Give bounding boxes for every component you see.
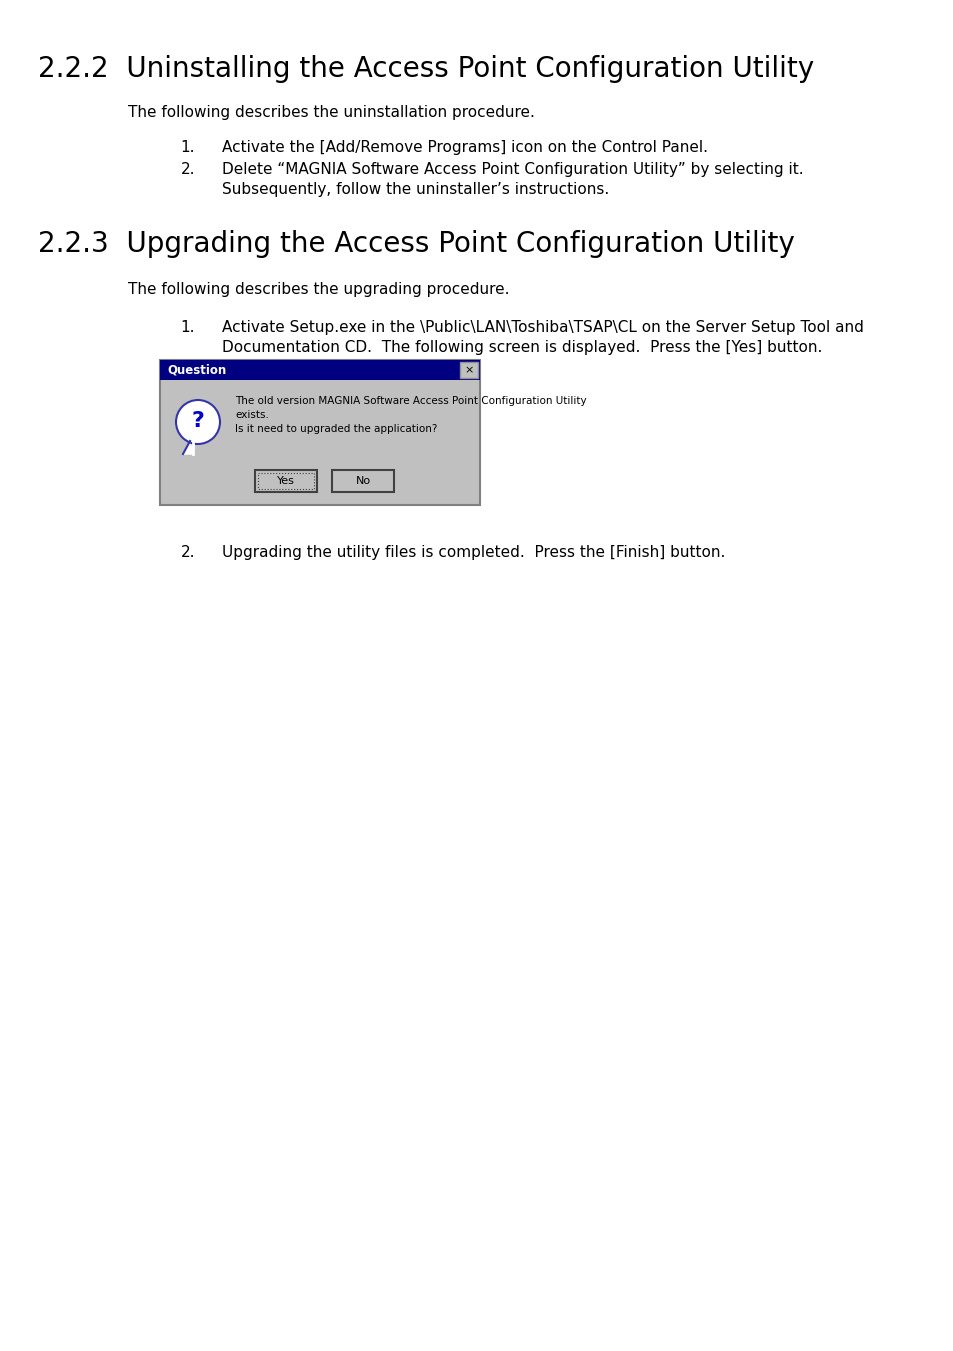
Bar xyxy=(257,473,314,489)
Text: Delete “MAGNIA Software Access Point Configuration Utility” by selecting it.: Delete “MAGNIA Software Access Point Con… xyxy=(222,162,802,177)
Text: Activate the [Add/Remove Programs] icon on the Control Panel.: Activate the [Add/Remove Programs] icon … xyxy=(222,141,707,155)
Text: ×: × xyxy=(464,365,474,376)
Text: 2.: 2. xyxy=(180,544,194,561)
Text: Subsequently, follow the uninstaller’s instructions.: Subsequently, follow the uninstaller’s i… xyxy=(222,182,609,197)
Text: Activate Setup.exe in the \Public\LAN\Toshiba\TSAP\CL on the Server Setup Tool a: Activate Setup.exe in the \Public\LAN\To… xyxy=(222,320,863,335)
Text: No: No xyxy=(355,476,370,486)
Text: Upgrading the utility files is completed.  Press the [Finish] button.: Upgrading the utility files is completed… xyxy=(222,544,724,561)
Text: The following describes the upgrading procedure.: The following describes the upgrading pr… xyxy=(128,282,509,297)
Circle shape xyxy=(175,400,220,444)
Text: 2.: 2. xyxy=(180,162,194,177)
Text: 2.2.3  Upgrading the Access Point Configuration Utility: 2.2.3 Upgrading the Access Point Configu… xyxy=(38,230,794,258)
Text: Is it need to upgraded the application?: Is it need to upgraded the application? xyxy=(234,424,436,434)
Bar xyxy=(254,470,316,492)
Text: Question: Question xyxy=(167,363,226,377)
Bar xyxy=(160,359,479,380)
Bar xyxy=(459,362,477,378)
Text: Yes: Yes xyxy=(276,476,294,486)
Text: Documentation CD.  The following screen is displayed.  Press the [Yes] button.: Documentation CD. The following screen i… xyxy=(222,340,821,355)
Bar xyxy=(332,470,394,492)
Text: exists.: exists. xyxy=(234,409,269,420)
Text: The following describes the uninstallation procedure.: The following describes the uninstallati… xyxy=(128,105,535,120)
Text: 1.: 1. xyxy=(180,141,194,155)
Text: 2.2.2  Uninstalling the Access Point Configuration Utility: 2.2.2 Uninstalling the Access Point Conf… xyxy=(38,55,813,82)
Bar xyxy=(160,359,479,505)
Text: 1.: 1. xyxy=(180,320,194,335)
Polygon shape xyxy=(183,440,193,454)
Text: ?: ? xyxy=(192,411,204,431)
Text: The old version MAGNIA Software Access Point Configuration Utility: The old version MAGNIA Software Access P… xyxy=(234,396,586,407)
